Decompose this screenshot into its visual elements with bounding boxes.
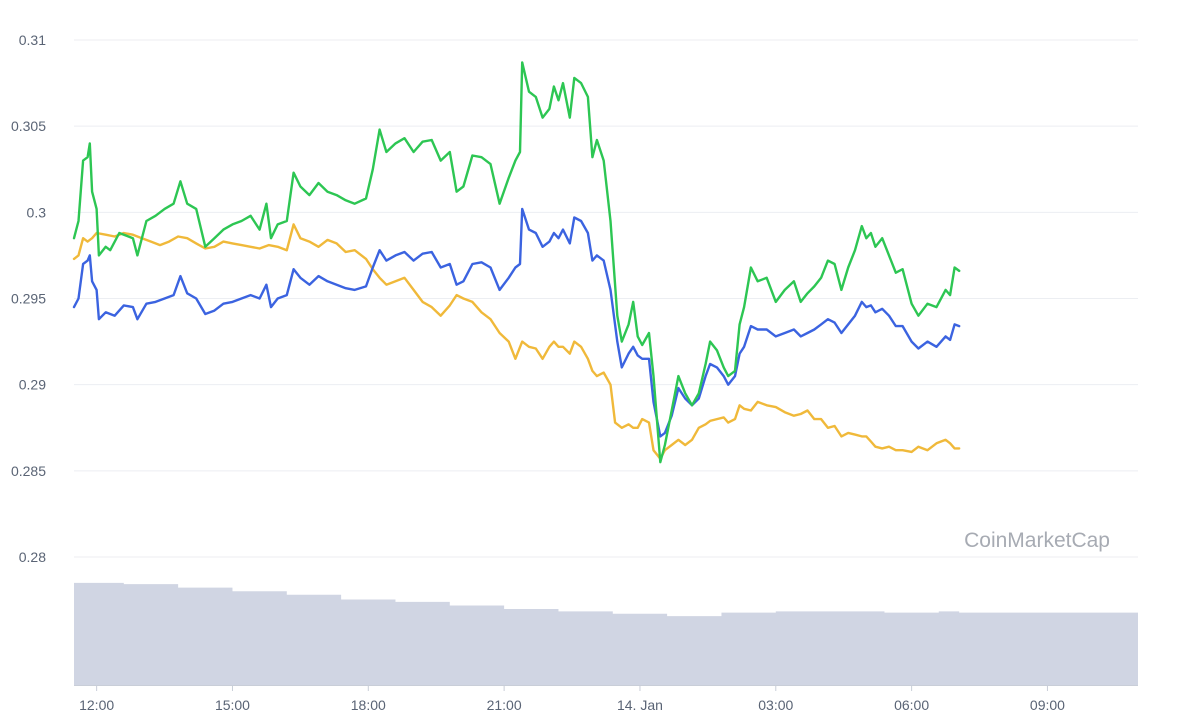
x-tick-label: 14. Jan <box>617 697 663 713</box>
x-axis: 12:00 15:00 18:00 21:00 14. Jan 03:00 06:00 09:… <box>74 685 1138 713</box>
y-tick-label: 0.3 <box>27 204 47 220</box>
series-line-blue <box>72 207 961 438</box>
x-tick-label: 21:00 <box>487 697 522 713</box>
y-tick-label: 0.28 <box>19 549 46 565</box>
volume-area-path <box>74 582 1138 685</box>
watermark: CoinMarketCap <box>964 529 1110 552</box>
series-lines <box>72 61 961 464</box>
y-tick-label: 0.31 <box>19 32 46 48</box>
x-tick-label: 15:00 <box>215 697 250 713</box>
y-axis: 0.31 0.305 0.3 0.295 0.29 0.285 0.28 <box>11 32 46 565</box>
y-tick-label: 0.285 <box>11 463 46 479</box>
grid-lines <box>74 39 1138 558</box>
series-line-green <box>72 61 961 464</box>
x-tick-label: 09:00 <box>1030 697 1065 713</box>
volume-area <box>74 582 1138 685</box>
series-line-yellow <box>72 223 961 460</box>
x-tick-label: 03:00 <box>758 697 793 713</box>
y-tick-label: 0.29 <box>19 377 46 393</box>
x-tick-label: 18:00 <box>351 697 386 713</box>
x-tick-label: 06:00 <box>894 697 929 713</box>
x-tick-label: 12:00 <box>79 697 114 713</box>
y-tick-label: 0.305 <box>11 118 46 134</box>
y-tick-label: 0.295 <box>11 291 46 307</box>
